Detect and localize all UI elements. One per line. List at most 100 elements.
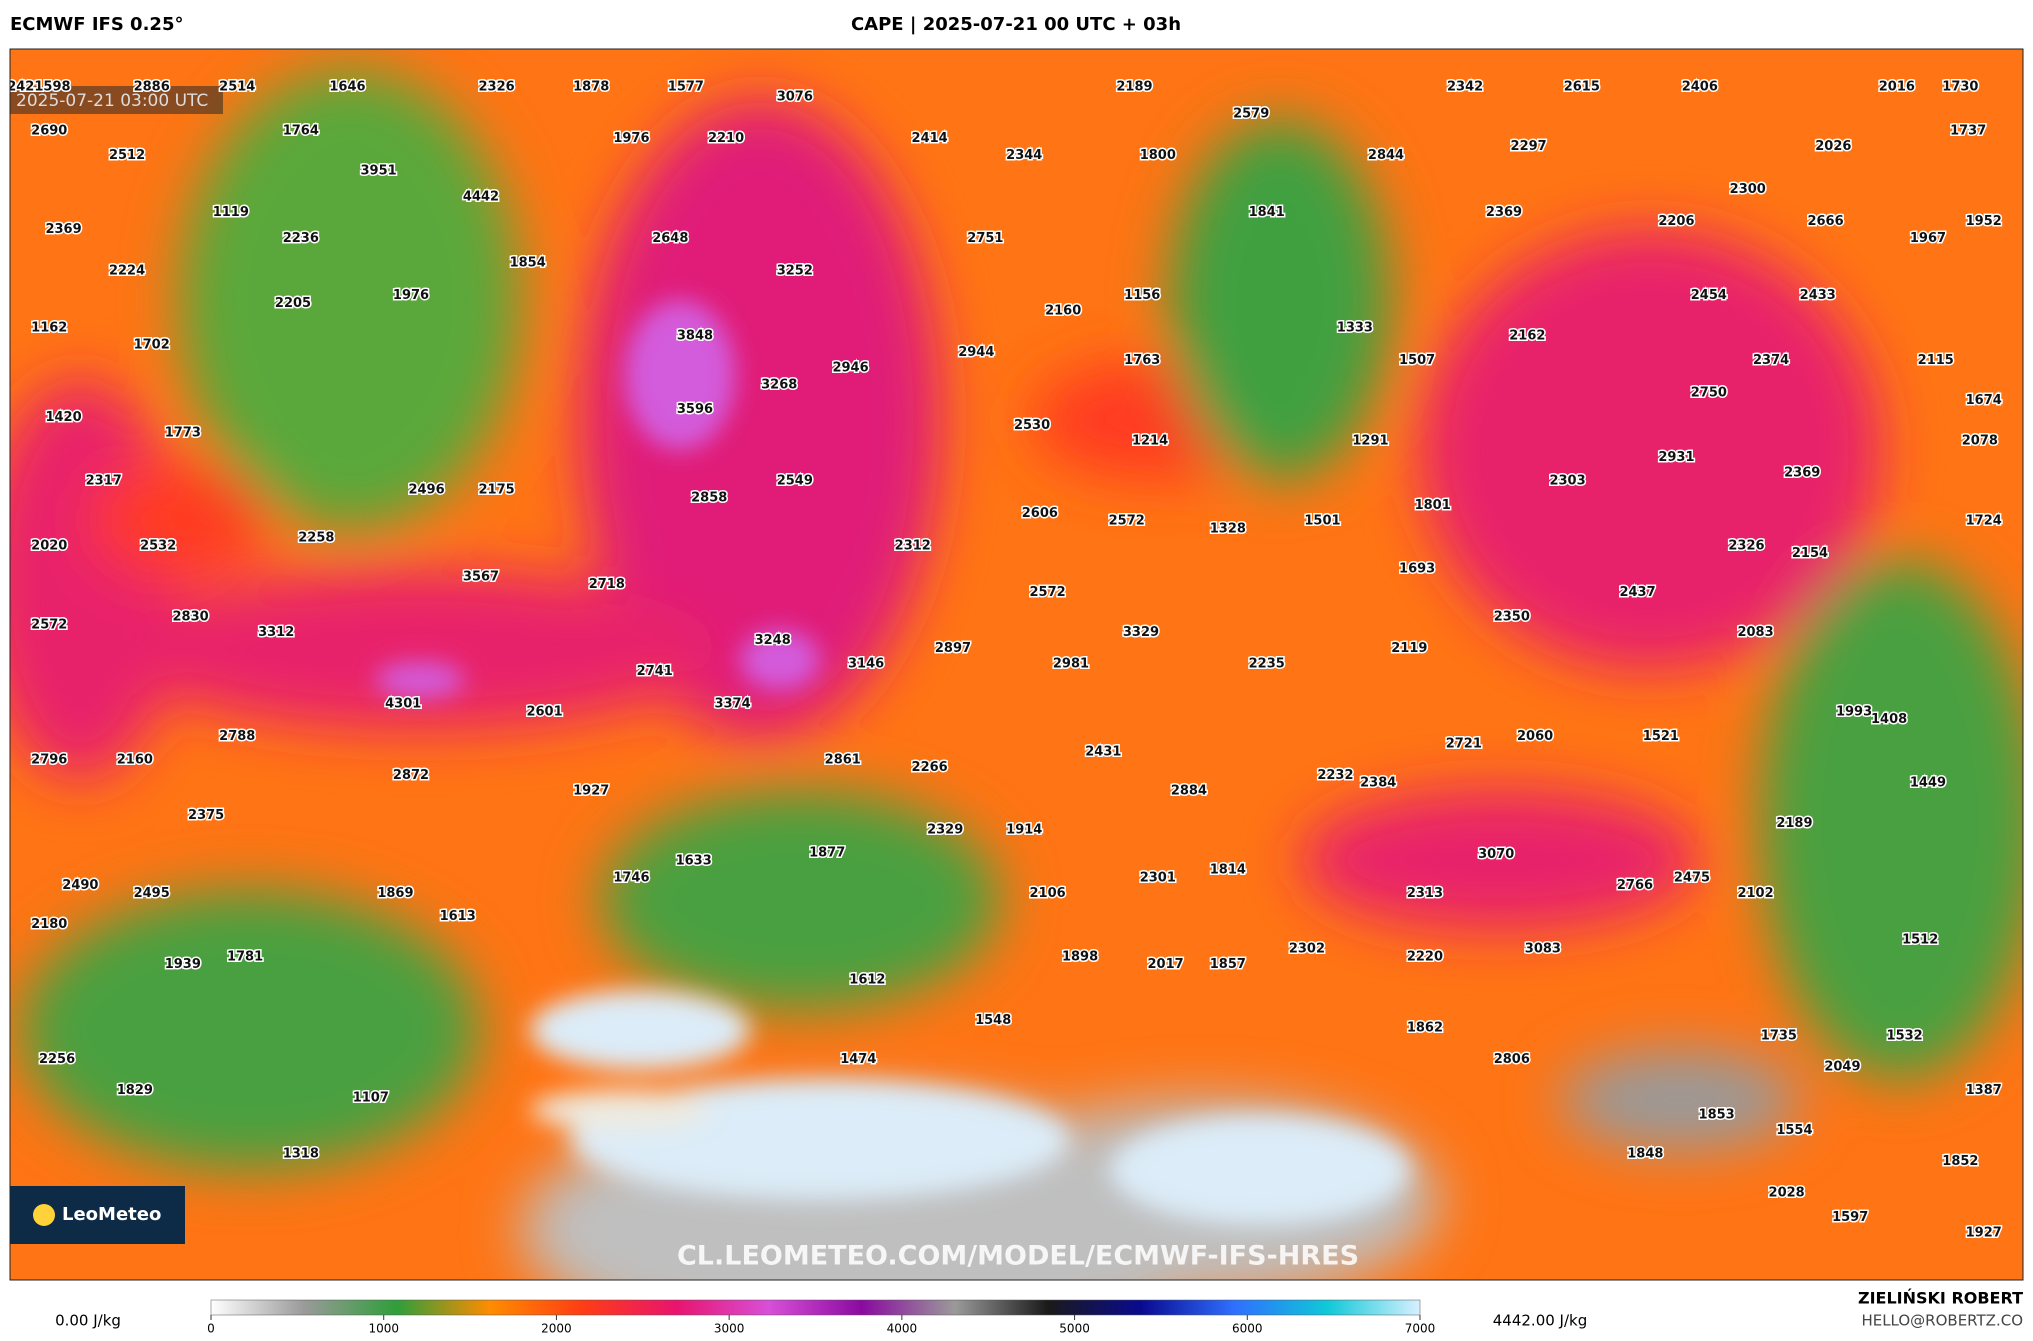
value-label: 2115	[1918, 353, 1954, 368]
value-label: 1724	[1966, 514, 2002, 529]
value-label: 3596	[677, 402, 713, 417]
value-label: 1773	[165, 426, 201, 441]
value-label: 1801	[1415, 498, 1451, 513]
value-label: 2374	[1753, 353, 1789, 368]
value-label: 2751	[967, 231, 1003, 246]
value-label: 2931	[1658, 450, 1694, 465]
value-label: 2572	[1109, 514, 1145, 529]
colorbar-tick-label: 0	[207, 1322, 215, 1336]
value-label: 3083	[1525, 942, 1561, 957]
value-label: 2326	[1728, 538, 1764, 553]
value-label: 1613	[440, 909, 476, 924]
value-label: 3070	[1478, 847, 1514, 862]
value-label: 1952	[1966, 214, 2002, 229]
value-label: 1878	[573, 79, 609, 94]
value-label: 2154	[1792, 546, 1828, 561]
value-label: 2579	[1233, 107, 1269, 122]
value-label: 2313	[1407, 886, 1443, 901]
colorbar-tick-label: 1000	[368, 1322, 399, 1336]
value-label: 2454	[1691, 288, 1727, 303]
value-label: 2016	[1879, 79, 1915, 94]
value-label: 2766	[1617, 878, 1653, 893]
value-label: 2049	[1824, 1060, 1860, 1075]
value-label: 3951	[361, 164, 397, 179]
value-label: 2083	[1737, 625, 1773, 640]
value-label: 3268	[761, 378, 797, 393]
value-label: 1763	[1124, 353, 1160, 368]
value-label: 2235	[1249, 656, 1285, 671]
value-label: 1852	[1942, 1154, 1978, 1169]
value-label: 3374	[714, 697, 750, 712]
value-label: 2861	[825, 752, 861, 767]
value-label: 2495	[134, 886, 170, 901]
value-label: 3312	[258, 625, 294, 640]
value-label: 1501	[1304, 514, 1340, 529]
model-name: ECMWF IFS 0.25°	[10, 14, 183, 35]
value-label: 1333	[1337, 321, 1373, 336]
value-label: 2433	[1800, 288, 1836, 303]
value-label: 1214	[1132, 433, 1168, 448]
value-label: 2350	[1494, 610, 1530, 625]
logo-sun	[33, 1204, 55, 1226]
value-label: 2078	[1962, 433, 1998, 448]
value-label: 2297	[1511, 139, 1547, 154]
value-label: 2601	[526, 704, 562, 719]
value-label: 1976	[613, 131, 649, 146]
value-label: 2944	[958, 345, 994, 360]
value-label: 2512	[109, 148, 145, 163]
value-label: 1939	[165, 957, 201, 972]
value-label: 2329	[927, 822, 963, 837]
value-label: 2342	[1447, 79, 1483, 94]
value-label: 2256	[39, 1052, 75, 1067]
value-label: 1521	[1643, 729, 1679, 744]
value-label: 2406	[1682, 79, 1718, 94]
value-label: 2301	[1140, 870, 1176, 885]
value-label: 1841	[1249, 205, 1285, 220]
value-label: 2160	[117, 752, 153, 767]
value-label: 2431	[1085, 745, 1121, 760]
value-label: 2750	[1691, 385, 1727, 400]
value-label: 1914	[1006, 822, 1042, 837]
value-label: 2028	[1769, 1185, 1805, 1200]
value-label: 1854	[510, 256, 546, 271]
value-label: 1156	[1124, 288, 1160, 303]
value-label: 1737	[1950, 123, 1986, 138]
value-label: 2496	[408, 483, 444, 498]
colorbar-tick-label: 5000	[1059, 1322, 1090, 1336]
value-label: 2844	[1368, 148, 1404, 163]
value-label: 2788	[219, 729, 255, 744]
value-label: 1927	[573, 783, 609, 798]
value-label: 1633	[676, 853, 712, 868]
value-label: 2690	[31, 123, 67, 138]
value-labels: 2421598 2886 2514 1646 2326 1878 1577 3076 2189 2…	[10, 78, 2003, 1242]
value-label: 2981	[1053, 656, 1089, 671]
value-label: 2806	[1494, 1052, 1530, 1067]
value-label: 2886	[134, 79, 170, 94]
value-label: 1730	[1942, 79, 1978, 94]
value-label: 1993	[1836, 704, 1872, 719]
watermark: CL.LEOMETEO.COM/MODEL/ECMWF-IFS-HRES	[677, 1241, 1359, 1272]
value-label: 2232	[1317, 768, 1353, 783]
value-label: 3848	[677, 328, 713, 343]
value-label: 2615	[1564, 79, 1600, 94]
timestamp: 2025-07-21 03:00 UTC	[16, 91, 208, 111]
value-label: 2020	[31, 538, 67, 553]
value-label: 2303	[1549, 474, 1585, 489]
value-label: 1646	[329, 79, 365, 94]
timestamp-box	[10, 86, 223, 114]
value-label: 2872	[393, 768, 429, 783]
value-label: 2224	[109, 263, 145, 278]
value-label: 1927	[1966, 1226, 2002, 1241]
value-label: 1162	[31, 321, 67, 336]
value-label: 2302	[1289, 942, 1325, 957]
value-label: 2369	[1784, 466, 1820, 481]
value-label: 1474	[840, 1052, 876, 1067]
value-label: 2220	[1407, 949, 1443, 964]
value-label: 1548	[975, 1013, 1011, 1028]
value-label: 2946	[832, 361, 868, 376]
value-label: 1318	[283, 1146, 319, 1161]
value-label: 3567	[463, 569, 499, 584]
